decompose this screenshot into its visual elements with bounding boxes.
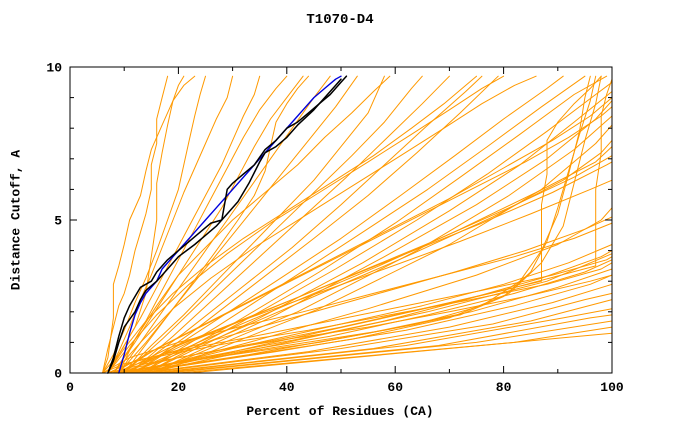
chart-title: T1070-D4 (306, 12, 374, 28)
svg-text:20: 20 (171, 380, 187, 395)
svg-text:0: 0 (54, 367, 62, 382)
svg-text:80: 80 (496, 380, 512, 395)
svg-text:0: 0 (66, 380, 74, 395)
svg-text:40: 40 (279, 380, 295, 395)
svg-text:5: 5 (54, 214, 62, 229)
svg-text:10: 10 (46, 61, 62, 76)
svg-text:100: 100 (600, 380, 624, 395)
svg-text:60: 60 (387, 380, 403, 395)
x-axis-label: Percent of Residues (CA) (246, 404, 434, 419)
